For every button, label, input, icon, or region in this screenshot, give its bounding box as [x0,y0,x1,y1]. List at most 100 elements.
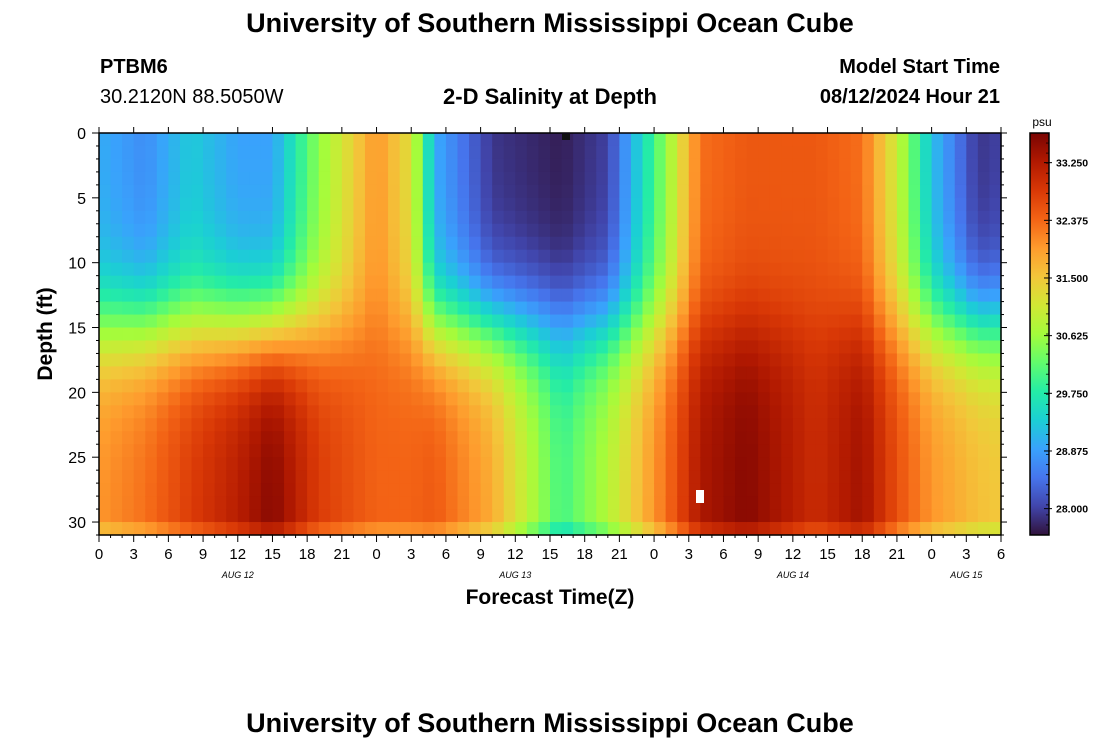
heatmap-cell [388,262,401,277]
heatmap-cell [630,431,644,445]
heatmap-cell [954,197,967,212]
heatmap-cell [931,158,944,173]
heatmap-cell [457,353,470,368]
heatmap-cell [815,133,829,147]
heatmap-cell [700,145,713,160]
heatmap-cell [122,133,135,147]
heatmap-cell [746,223,759,238]
heatmap-cell [677,327,690,342]
heatmap-cell [376,379,389,393]
heatmap-cell [677,197,690,212]
heatmap-cell [492,197,505,212]
heatmap-cell [179,210,193,225]
heatmap-cell [411,457,424,471]
heatmap-cell [122,418,135,432]
heatmap-cell [156,353,169,368]
heatmap-cell [434,314,447,329]
heatmap-cell [237,236,250,251]
heatmap-cell [573,483,586,497]
heatmap-cell [538,184,551,199]
heatmap-cell [584,249,597,264]
heatmap-cell [677,275,690,290]
heatmap-cell [341,314,355,329]
heatmap-cell [966,301,979,316]
heatmap-cell [249,392,262,406]
heatmap-cell [260,392,274,406]
heatmap-cell [295,301,308,316]
heatmap-cell [318,145,331,160]
heatmap-cell [746,366,759,380]
heatmap-cell [191,210,204,225]
heatmap-cell [376,249,389,264]
heatmap-cell [827,288,840,303]
heatmap-cell [665,496,678,510]
heatmap-cell [307,496,320,510]
colorbar-tick-label: 29.750 [1056,388,1088,400]
heatmap-cell [977,171,991,186]
heatmap-cell [873,301,886,316]
heatmap-cell [654,184,667,199]
heatmap-cell [515,275,528,290]
heatmap-cell [388,392,401,406]
heatmap-cell [735,158,748,173]
heatmap-cell [896,366,910,380]
heatmap-cell [769,301,782,316]
heatmap-cell [781,483,794,497]
heatmap-cell [792,223,806,238]
heatmap-cell [885,236,898,251]
heatmap-cell [341,509,355,523]
heatmap-cell [260,262,274,277]
heatmap-cell [781,509,794,523]
heatmap-cell [908,353,921,368]
heatmap-cell [133,158,146,173]
heatmap-cell [954,249,967,264]
heatmap-cell [630,314,644,329]
heatmap-cell [422,353,435,368]
heatmap-cell [156,379,169,393]
heatmap-cell [723,379,736,393]
heatmap-cell [295,288,308,303]
heatmap-cell [966,133,979,147]
heatmap-cell [607,184,620,199]
heatmap-cell [735,288,748,303]
heatmap-cell [711,288,725,303]
heatmap-cell [538,470,551,484]
heatmap-cell [457,379,470,393]
heatmap-cell [908,522,921,536]
heatmap-cell [364,158,378,173]
heatmap-cell [260,223,274,238]
heatmap-cell [237,327,250,342]
heatmap-cell [179,236,193,251]
heatmap-cell [758,418,771,432]
heatmap-cell [422,483,435,497]
heatmap-cell [873,145,886,160]
heatmap-cell [203,418,216,432]
heatmap-cell [908,145,921,160]
heatmap-cell [804,133,817,147]
heatmap-cell [781,418,794,432]
heatmap-cell [862,133,875,147]
heatmap-cell [284,236,297,251]
heatmap-cell [284,133,297,147]
heatmap-cell [607,249,620,264]
heatmap-cell [272,431,285,445]
heatmap-cell [584,197,597,212]
heatmap-cell [584,158,597,173]
heatmap-cell [99,457,112,471]
heatmap-cell [654,158,667,173]
heatmap-cell [376,158,389,173]
heatmap-cell [376,288,389,303]
heatmap-cell [931,197,944,212]
heatmap-cell [376,197,389,212]
heatmap-cell [642,327,655,342]
heatmap-cell [896,431,910,445]
heatmap-cell [249,171,262,186]
heatmap-cell [896,210,910,225]
heatmap-cell [434,444,447,458]
heatmap-cell [989,353,1002,368]
heatmap-cell [839,301,852,316]
heatmap-cell [769,133,782,147]
heatmap-cell [711,249,725,264]
heatmap-cell [654,522,667,536]
heatmap-cell [179,223,193,238]
